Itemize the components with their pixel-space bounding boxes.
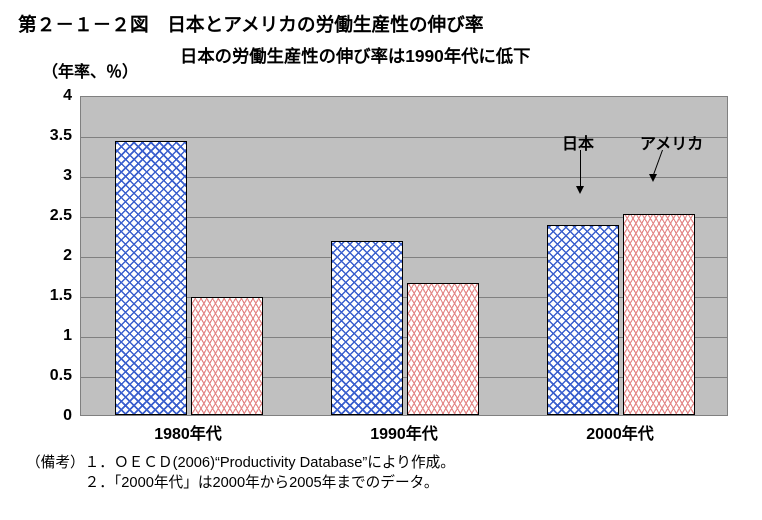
bar-japan-1980s bbox=[115, 141, 187, 415]
legend-label-america: アメリカ bbox=[640, 130, 703, 154]
y-tick-label: 2.5 bbox=[32, 207, 72, 225]
bar-america-1980s bbox=[191, 297, 263, 415]
arrow-head-icon bbox=[649, 174, 657, 182]
gridline bbox=[81, 137, 727, 138]
x-tick-label: 1980年代 bbox=[154, 420, 222, 444]
footnote-line: （備考）１．ＯＥＣＤ(2006)“Productivity Database”に… bbox=[26, 455, 455, 471]
bar-japan-1990s bbox=[331, 241, 403, 415]
figure-title: 第２－１－２図 日本とアメリカの労働生産性の伸び率 bbox=[18, 10, 483, 37]
figure-subtitle: 日本の労働生産性の伸び率は1990年代に低下 bbox=[180, 42, 530, 67]
bar-japan-2000s bbox=[547, 225, 619, 415]
footnotes: （備考）１．ＯＥＣＤ(2006)“Productivity Database”に… bbox=[26, 454, 455, 494]
footnote-prefix: （備考） bbox=[26, 455, 85, 471]
y-axis-unit-label: （年率、％） bbox=[42, 58, 138, 82]
arrow-icon bbox=[580, 150, 581, 186]
plot-area bbox=[80, 96, 728, 416]
y-tick-label: 1 bbox=[32, 327, 72, 345]
y-tick-label: 2 bbox=[32, 247, 72, 265]
y-tick-label: 3.5 bbox=[32, 127, 72, 145]
footnote-text: ２．「2000年代」は2000年から2005年までのデータ。 bbox=[85, 475, 439, 491]
y-tick-label: 0 bbox=[32, 407, 72, 425]
legend-label-japan: 日本 bbox=[562, 130, 594, 154]
y-tick-label: 0.5 bbox=[32, 367, 72, 385]
x-tick-label: 2000年代 bbox=[586, 420, 654, 444]
arrow-head-icon bbox=[576, 186, 584, 194]
y-tick-label: 4 bbox=[32, 87, 72, 105]
bar-america-1990s bbox=[407, 283, 479, 415]
footnote-text: １．ＯＥＣＤ(2006)“Productivity Database”により作成… bbox=[85, 455, 455, 471]
y-tick-label: 1.5 bbox=[32, 287, 72, 305]
page: 第２－１－２図 日本とアメリカの労働生産性の伸び率 日本の労働生産性の伸び率は1… bbox=[0, 0, 762, 520]
x-tick-label: 1990年代 bbox=[370, 420, 438, 444]
footnote-line: ２．「2000年代」は2000年から2005年までのデータ。 bbox=[26, 475, 439, 491]
bar-america-2000s bbox=[623, 214, 695, 415]
y-tick-label: 3 bbox=[32, 167, 72, 185]
